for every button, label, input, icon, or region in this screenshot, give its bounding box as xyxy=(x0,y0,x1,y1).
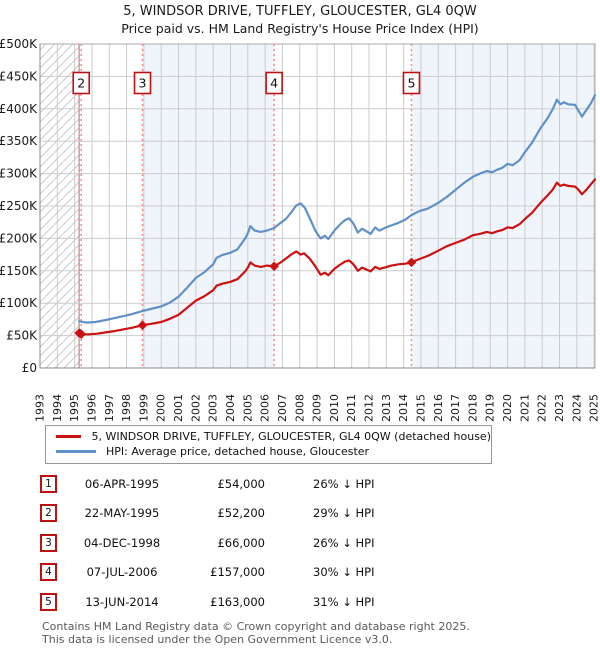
price-paid-line xyxy=(77,178,597,336)
x-tick-label: 2003 xyxy=(207,394,220,422)
x-tick-label: 2015 xyxy=(414,394,427,422)
footer-line-1: Contains HM Land Registry data © Crown c… xyxy=(42,620,470,633)
x-tick-label: 2020 xyxy=(501,394,514,422)
y-tick-label: £100K xyxy=(0,296,38,310)
sale-date: 13-JUN-2014 xyxy=(85,595,159,609)
x-tick-label: 2016 xyxy=(432,394,445,422)
x-tick-label: 1997 xyxy=(103,394,116,422)
x-tick-label: 1993 xyxy=(34,394,47,422)
x-tick-label: 2024 xyxy=(570,394,583,422)
sale-date: 07-JUL-2006 xyxy=(86,565,158,579)
sale-date: 04-DEC-1998 xyxy=(83,536,161,550)
sale-number-badge: 1 xyxy=(40,475,57,493)
chart-legend: 5, WINDSOR DRIVE, TUFFLEY, GLOUCESTER, G… xyxy=(45,425,492,464)
license-footer: Contains HM Land Registry data © Crown c… xyxy=(42,620,470,646)
x-tick-label: 2004 xyxy=(224,394,237,422)
hpi-line xyxy=(77,94,597,324)
x-tick-label: 2021 xyxy=(518,394,531,422)
sale-marker-number: 3 xyxy=(139,76,147,91)
sale-date: 22-MAY-1995 xyxy=(84,506,160,520)
sale-marker-box xyxy=(72,71,91,95)
x-tick-label: 2012 xyxy=(363,394,376,422)
sale-point-marker xyxy=(76,329,87,339)
sale-point-marker xyxy=(137,320,148,331)
sale-price: £66,000 xyxy=(217,536,265,550)
sale-price: £163,000 xyxy=(210,595,265,609)
legend-label-hpi: HPI: Average price, detached house, Glou… xyxy=(106,445,370,458)
sale-point-marker xyxy=(269,261,279,272)
sale-marker-box xyxy=(265,71,283,95)
sale-row-4: 4 07-JUL-2006 £157,000 30% ↓ HPI xyxy=(40,562,374,582)
sale-point-marker xyxy=(406,257,417,268)
y-tick-label: £350K xyxy=(0,134,38,148)
sale-row-3: 3 04-DEC-1998 £66,000 26% ↓ HPI xyxy=(40,533,374,553)
y-tick-label: £0 xyxy=(22,361,37,375)
x-tick-label: 2010 xyxy=(328,394,341,422)
sale-price: £54,000 xyxy=(217,477,265,491)
x-tick-label: 2002 xyxy=(189,394,202,422)
sale-row-1: 1 06-APR-1995 £54,000 26% ↓ HPI xyxy=(40,474,374,494)
legend-swatch-hpi xyxy=(56,450,96,453)
x-tick-label: 1994 xyxy=(51,394,64,422)
sale-price: £157,000 xyxy=(210,565,265,579)
x-tick-label: 2017 xyxy=(449,394,462,422)
price-history-chart: 2 3 4 5 £0 £50K £100K £150K £200K £250K £300K £350K… xyxy=(0,37,600,422)
x-tick-label: 1996 xyxy=(85,394,98,422)
sale-number-badge: 4 xyxy=(40,563,57,581)
sale-hpi-delta: 31% ↓ HPI xyxy=(313,595,375,609)
sale-row-2: 2 22-MAY-1995 £52,200 29% ↓ HPI xyxy=(40,503,374,523)
x-tick-label: 2018 xyxy=(466,394,479,422)
y-tick-label: £200K xyxy=(0,231,38,245)
x-tick-label: 2014 xyxy=(397,394,410,422)
sale-hpi-delta: 30% ↓ HPI xyxy=(313,565,375,579)
x-tick-label: 2025 xyxy=(588,394,600,422)
x-tick-label: 2001 xyxy=(172,394,185,422)
sale-marker-box xyxy=(402,71,421,95)
legend-label-price-paid: 5, WINDSOR DRIVE, TUFFLEY, GLOUCESTER, G… xyxy=(91,430,491,443)
sale-price: £52,200 xyxy=(217,506,265,520)
sale-marker-box xyxy=(133,71,152,95)
page-title: 5, WINDSOR DRIVE, TUFFLEY, GLOUCESTER, G… xyxy=(123,4,477,19)
legend-item-price-paid: 5, WINDSOR DRIVE, TUFFLEY, GLOUCESTER, G… xyxy=(52,429,491,444)
x-tick-label: 1998 xyxy=(120,394,133,422)
sale-number-badge: 5 xyxy=(40,593,57,611)
x-tick-label: 2022 xyxy=(536,394,549,422)
sale-hpi-delta: 26% ↓ HPI xyxy=(313,536,375,550)
legend-item-hpi: HPI: Average price, detached house, Glou… xyxy=(52,444,491,459)
footer-line-2: This data is licensed under the Open Gov… xyxy=(42,633,393,646)
x-tick-label: 2023 xyxy=(553,394,566,422)
x-tick-label: 2013 xyxy=(380,394,393,422)
y-tick-label: £50K xyxy=(6,329,38,343)
sale-date: 06-APR-1995 xyxy=(84,477,160,491)
x-tick-label: 2005 xyxy=(241,394,254,422)
x-tick-label: 2009 xyxy=(311,394,324,422)
x-tick-label: 2019 xyxy=(484,394,497,422)
sale-row-5: 5 13-JUN-2014 £163,000 31% ↓ HPI xyxy=(40,592,374,612)
legend-swatch-price-paid xyxy=(56,435,82,438)
sale-number-badge: 3 xyxy=(40,534,57,552)
y-tick-label: £250K xyxy=(0,199,38,213)
page-subtitle: Price paid vs. HM Land Registry's House … xyxy=(121,21,479,36)
x-tick-label: 2006 xyxy=(259,394,272,422)
x-tick-label: 2011 xyxy=(345,394,358,422)
sale-hpi-delta: 26% ↓ HPI xyxy=(313,477,375,491)
y-tick-label: £150K xyxy=(0,264,38,278)
y-tick-label: £500K xyxy=(0,37,38,51)
y-tick-label: £400K xyxy=(0,102,38,116)
sale-hpi-delta: 29% ↓ HPI xyxy=(313,506,375,520)
x-tick-label: 2008 xyxy=(293,394,306,422)
sale-number-badge: 2 xyxy=(40,504,57,522)
x-tick-label: 1995 xyxy=(68,394,81,422)
y-tick-label: £450K xyxy=(0,69,38,83)
x-tick-label: 1999 xyxy=(137,394,150,422)
sale-marker-number: 4 xyxy=(270,76,278,91)
x-tick-label: 2000 xyxy=(155,394,168,422)
sale-marker-number: 5 xyxy=(407,76,415,91)
sale-marker-number: 2 xyxy=(77,76,85,91)
x-tick-label: 2007 xyxy=(276,394,289,422)
y-tick-label: £300K xyxy=(0,167,38,181)
